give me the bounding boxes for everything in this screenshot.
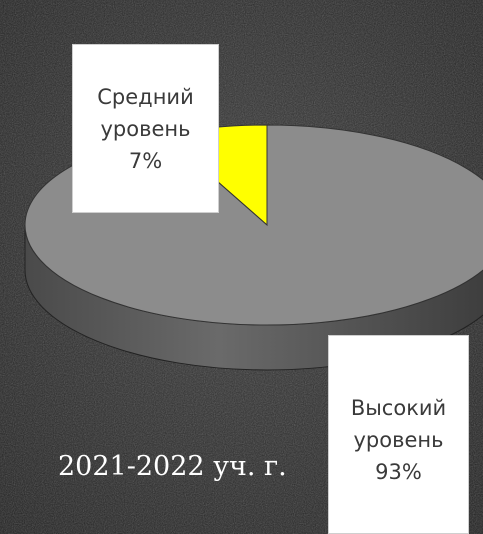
slice-label-medium-line1: Средний (97, 84, 194, 109)
slice-label-high-level: Высокий уровень 93% (328, 335, 469, 534)
slice-label-high-value: 93% (375, 459, 422, 484)
slice-label-medium-value: 7% (128, 148, 163, 173)
slice-label-medium-line2: уровень (100, 116, 191, 141)
slice-label-high-line1: Высокий (350, 395, 447, 420)
slice-label-medium-level: Средний уровень 7% (72, 44, 219, 213)
chart-caption: 2021-2022 уч. г. (58, 451, 287, 482)
slice-label-high-line2: уровень (353, 427, 444, 452)
